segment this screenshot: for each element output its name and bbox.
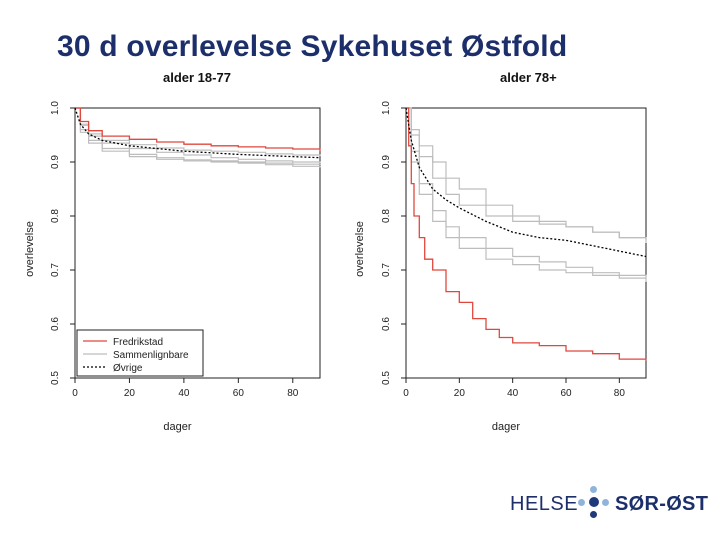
x-tick-label: 80 [614, 388, 626, 399]
series-line-fredrikstad [75, 107, 321, 152]
legend-label: Sammenlignbare [113, 350, 189, 361]
legend-label: Fredrikstad [113, 337, 163, 348]
legend-label: Øvrige [113, 363, 143, 374]
y-tick-label: 0.8 [50, 209, 61, 223]
slide-title: 30 d overlevelse Sykehuset Østfold [57, 30, 568, 63]
y-tick-label: 0.9 [50, 155, 61, 169]
y-axis-label: overlevelse [354, 221, 366, 277]
series-line-sammenlignbare [75, 107, 321, 168]
x-tick-label: 60 [233, 388, 245, 399]
chart-panel-0: 0 20 40 60 80 0.5 0.6 0.7 0.8 0.9 1.0 dager overleve… [24, 101, 321, 433]
x-tick-label: 0 [72, 388, 78, 399]
logo-dot [578, 499, 585, 506]
x-tick-label: 60 [560, 388, 572, 399]
y-tick-label: 0.7 [50, 263, 61, 277]
y-axis-label: overlevelse [24, 221, 36, 277]
x-axis-label: dager [492, 421, 520, 433]
y-tick-label: 1.0 [50, 101, 61, 115]
logo-dot [589, 497, 599, 507]
x-tick-label: 20 [454, 388, 466, 399]
series-line-sammenlignbare [406, 107, 647, 243]
logo-dot [590, 511, 597, 518]
series-line-ovrige [74, 107, 321, 159]
x-tick-label: 40 [178, 388, 190, 399]
logo-helse-text: HELSE [510, 493, 579, 515]
legend-box [76, 329, 204, 377]
series-line-sammenlignbare [406, 107, 647, 282]
legend: Fredrikstad Sammenlignbare Øvrige [76, 329, 204, 377]
logo-dot [602, 499, 609, 506]
y-tick-label: 0.9 [381, 155, 392, 169]
x-tick-label: 40 [507, 388, 519, 399]
plot-frame [405, 107, 647, 379]
y-tick-label: 0.5 [50, 371, 61, 385]
x-tick-label: 80 [287, 388, 299, 399]
y-tick-label: 0.7 [381, 263, 392, 277]
series-line-sammenlignbare [406, 107, 647, 279]
plot-frame [74, 107, 321, 379]
y-tick-label: 0.8 [381, 209, 392, 223]
series-line-fredrikstad [406, 107, 647, 361]
series-line-ovrige [405, 107, 647, 258]
helse-sor-ost-logo: HELSE SØR-ØST [510, 482, 708, 524]
x-axis-label: dager [163, 421, 191, 433]
series-line-sammenlignbare [406, 107, 647, 241]
logo-dot [590, 486, 597, 493]
y-tick-label: 1.0 [381, 101, 392, 115]
logo-sor-ost-text: SØR-ØST [615, 493, 709, 515]
y-tick-label: 0.5 [381, 371, 392, 385]
x-tick-label: 20 [124, 388, 136, 399]
chart-panel-1: 0 20 40 60 80 0.5 0.6 0.7 0.8 0.9 1.0 dager overleve… [354, 101, 647, 433]
y-tick-label: 0.6 [381, 317, 392, 331]
x-tick-label: 0 [403, 388, 409, 399]
y-tick-label: 0.6 [50, 317, 61, 331]
panel-title-left: alder 18-77 [163, 70, 231, 85]
panel-title-right: alder 78+ [500, 70, 557, 85]
